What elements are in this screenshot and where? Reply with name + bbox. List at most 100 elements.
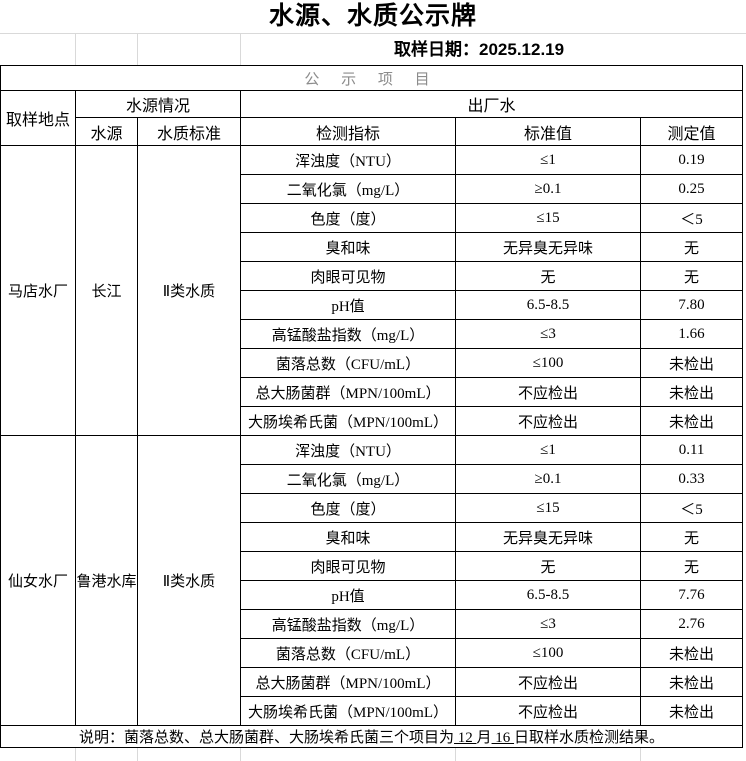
water-source-cell: 鲁港水库: [75, 435, 138, 726]
table-row: 肉眼可见物无无: [1, 261, 744, 291]
standard-value-cell: ≤1: [455, 435, 641, 465]
table-row: 总大肠菌群（MPN/100mL） 不应检出 未检出: [1, 377, 744, 407]
indicator-cell: pH值: [240, 290, 456, 320]
indicator-cell: 大肠埃希氏菌（MPN/100mL）: [240, 406, 456, 436]
measured-value-cell: 未检出: [639, 667, 744, 697]
standard-value-cell: 6.5-8.5: [455, 580, 641, 610]
standard-value-cell: ≤100: [455, 638, 641, 668]
table-row: 仙女水厂 鲁港水库 Ⅱ类水质 浑浊度（NTU） ≤1 0.11: [0, 435, 744, 726]
indicator-cell: 色度（度）: [240, 493, 456, 523]
standard-value-cell: 无异臭无异味: [455, 522, 641, 552]
indicator-cell: pH值: [240, 580, 456, 610]
plant-name-cell: 仙女水厂: [0, 435, 76, 726]
standard-value-cell: ≤1: [455, 145, 641, 175]
table-row: 色度（度） ≤15 ＜5: [1, 493, 744, 523]
measured-value-cell: 无: [639, 522, 744, 552]
table-row: 臭和味 无异臭无异味无: [1, 232, 744, 262]
plant-name-cell: 马店水厂: [0, 145, 76, 436]
measured-value-cell: ＜5: [639, 203, 744, 233]
measured-value-cell: 1.66: [639, 319, 744, 349]
gridline: [455, 748, 456, 761]
table-row: 二氧化氯（mg/L） ≥0.1 0.25: [1, 174, 744, 204]
table-row: pH值 6.5-8.5 7.76: [1, 580, 744, 610]
indicator-cell: 总大肠菌群（MPN/100mL）: [240, 377, 456, 407]
col-header-source: 水源: [75, 117, 138, 146]
standard-value-cell: ≤3: [455, 319, 641, 349]
note-prefix: 说明：菌落总数、总大肠菌群、大肠埃希氏菌三个项目为: [79, 730, 455, 746]
indicator-cell: 浑浊度（NTU）: [240, 145, 456, 175]
table-row: 大肠埃希氏菌（MPN/100mL） 不应检出 未检出: [1, 406, 744, 436]
gridline: [137, 34, 138, 65]
project-header-row: 公 示 项 目: [0, 65, 744, 91]
standard-value-cell: ≤15: [455, 493, 641, 523]
table-row: 大肠埃希氏菌（MPN/100mL） 不应检出 未检出: [1, 696, 744, 726]
note-text: 说明：菌落总数、总大肠菌群、大肠埃希氏菌三个项目为 12 月 16 日取样水质检…: [0, 725, 744, 748]
measured-value-cell: 未检出: [639, 406, 744, 436]
table-row: 高锰酸盐指数（mg/L） ≤3 1.66: [1, 319, 744, 349]
table-row: 菌落总数（CFU/mL） ≤100 未检出: [1, 348, 744, 378]
indicator-cell: 菌落总数（CFU/mL）: [240, 348, 456, 378]
col-header-standard-value: 标准值: [455, 117, 641, 146]
table-row: 高锰酸盐指数（mg/L） ≤3 2.76: [1, 609, 744, 639]
standard-value-cell: ≥0.1: [455, 464, 641, 494]
indicator-cell: 臭和味: [240, 232, 456, 262]
table-row: pH值 6.5-8.5 7.80: [1, 290, 744, 320]
indicator-cell: 肉眼可见物: [240, 551, 456, 581]
indicator-cell: 色度（度）: [240, 203, 456, 233]
indicator-cell: 肉眼可见物: [240, 261, 456, 291]
header-row-groups: 取样地点 水源情况 出厂水: [0, 90, 744, 146]
quality-standard-cell: Ⅱ类水质: [137, 435, 241, 726]
note-row: 说明：菌落总数、总大肠菌群、大肠埃希氏菌三个项目为 12 月 16 日取样水质检…: [0, 725, 744, 748]
col-header-source-group: 水源情况: [75, 90, 241, 118]
note-day-1: 12: [454, 730, 477, 746]
gridline: [240, 34, 241, 65]
header-row-columns: 水源 水质标准 检测指标 标准值 测定值: [1, 117, 744, 146]
table-row: 菌落总数（CFU/mL） ≤100 未检出: [1, 638, 744, 668]
note-day-2: 16: [491, 730, 515, 746]
measured-value-cell: 2.76: [639, 609, 744, 639]
standard-value-cell: 不应检出: [455, 406, 641, 436]
measured-value-cell: 无: [639, 232, 744, 262]
sampling-date: 取样日期：2025.12.19: [394, 40, 565, 59]
gridline: [75, 34, 76, 65]
standard-value-cell: 6.5-8.5: [455, 290, 641, 320]
note-middle: 月: [476, 730, 492, 746]
project-header: 公 示 项 目: [0, 65, 744, 91]
measured-value-cell: 7.80: [639, 290, 744, 320]
indicator-cell: 总大肠菌群（MPN/100mL）: [240, 667, 456, 697]
standard-value-cell: 不应检出: [455, 667, 641, 697]
measured-value-cell: 0.25: [639, 174, 744, 204]
standard-value-cell: 不应检出: [455, 696, 641, 726]
measured-value-cell: 0.11: [639, 435, 744, 465]
indicator-cell: 臭和味: [240, 522, 456, 552]
measured-value-cell: 无: [639, 551, 744, 581]
col-header-indicator: 检测指标: [240, 117, 456, 146]
indicator-cell: 高锰酸盐指数（mg/L）: [240, 609, 456, 639]
quality-table: 公 示 项 目 取样地点 水源情况 出厂水 水源 水质标准 检测指标 标准值 测…: [0, 65, 744, 748]
gridline: [137, 748, 138, 761]
indicator-cell: 二氧化氯（mg/L）: [240, 174, 456, 204]
measured-value-cell: 未检出: [639, 696, 744, 726]
measured-value-cell: 未检出: [639, 638, 744, 668]
standard-value-cell: ≥0.1: [455, 174, 641, 204]
standard-value-cell: ≤3: [455, 609, 641, 639]
col-header-location: 取样地点: [0, 90, 76, 146]
measured-value-cell: 无: [639, 261, 744, 291]
standard-value-cell: ≤15: [455, 203, 641, 233]
note-suffix: 日取样水质检测结果。: [514, 730, 665, 746]
measured-value-cell: 0.33: [639, 464, 744, 494]
indicator-cell: 二氧化氯（mg/L）: [240, 464, 456, 494]
standard-value-cell: 不应检出: [455, 377, 641, 407]
indicator-cell: 大肠埃希氏菌（MPN/100mL）: [240, 696, 456, 726]
table-row: 色度（度） ≤15 ＜5: [1, 203, 744, 233]
col-header-measured-value: 测定值: [639, 117, 744, 146]
indicator-cell: 浑浊度（NTU）: [240, 435, 456, 465]
measured-value-cell: 7.76: [639, 580, 744, 610]
col-header-outflow-group: 出厂水: [239, 90, 744, 118]
sampling-date-band: 取样日期：2025.12.19: [0, 33, 746, 65]
table-row: 二氧化氯（mg/L） ≥0.1 0.33: [1, 464, 744, 494]
measured-value-cell: 未检出: [639, 348, 744, 378]
standard-value-cell: 无: [455, 551, 641, 581]
measured-value-cell: ＜5: [639, 493, 744, 523]
